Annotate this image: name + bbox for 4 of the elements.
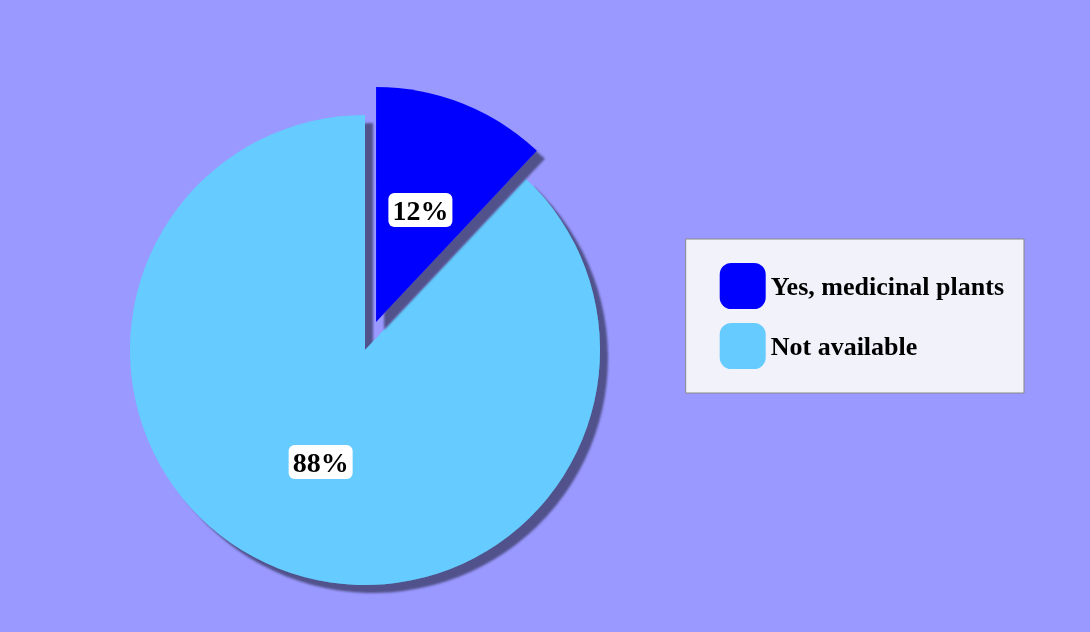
data-label: 12% [392, 194, 449, 226]
data-label: 88% [292, 446, 349, 478]
legend-label: Not available [770, 331, 918, 361]
legend-label: Yes, medicinal plants [770, 271, 1005, 301]
